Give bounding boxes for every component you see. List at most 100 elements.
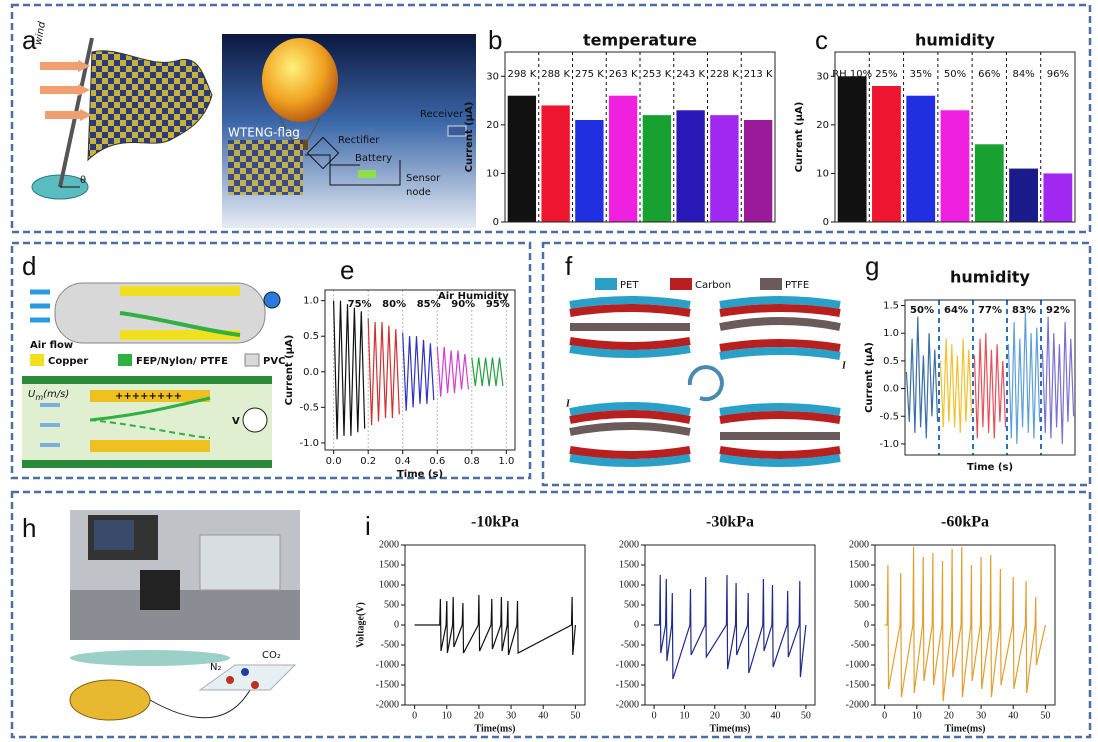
current-label: I xyxy=(565,398,571,409)
y-tick-label: -0.5 xyxy=(299,402,319,413)
y-tick-label: -500 xyxy=(381,639,399,650)
bar xyxy=(975,144,1004,222)
y-tick-label: 2000 xyxy=(849,539,869,550)
y-tick-label: -1.0 xyxy=(879,439,899,450)
category-label: 84% xyxy=(1012,69,1034,80)
panel-label: f xyxy=(565,251,573,281)
y-tick-label: 20 xyxy=(816,120,829,131)
series-line xyxy=(940,339,971,433)
y-tick-label: 30 xyxy=(486,71,499,82)
bar xyxy=(838,76,867,222)
x-tick-label: 50 xyxy=(570,710,580,721)
scene-text: Battery xyxy=(355,153,392,164)
chart-title: -30kPa xyxy=(706,514,754,531)
flag-illustration xyxy=(32,38,212,199)
y-tick-label: 1.5 xyxy=(883,301,899,312)
x-tick-label: 40 xyxy=(538,710,548,721)
x-tick-label: 20 xyxy=(710,710,720,721)
bar xyxy=(906,96,935,222)
legend-text: Copper xyxy=(48,356,88,367)
category-label: 66% xyxy=(978,69,1000,80)
panel-label: c xyxy=(815,25,828,55)
legend-text: Carbon xyxy=(695,280,731,291)
y-axis-label: Current (μA) xyxy=(864,342,875,413)
y-tick-label: 0.0 xyxy=(883,384,899,395)
x-tick-label: 10 xyxy=(912,710,922,721)
y-axis-label: Voltage(V) xyxy=(355,602,366,648)
scene-text: node xyxy=(406,187,431,198)
x-tick-label: 0.2 xyxy=(360,456,376,467)
y-tick-label: 1000 xyxy=(849,579,869,590)
series-line xyxy=(885,547,1046,701)
y-tick-label: -500 xyxy=(851,639,869,650)
series-line xyxy=(437,347,468,397)
category-label: 35% xyxy=(910,69,932,80)
bar xyxy=(744,120,772,222)
x-tick-label: 40 xyxy=(1008,710,1018,721)
x-tick-label: 0.8 xyxy=(464,456,480,467)
category-label: 213 K xyxy=(744,69,773,80)
series-line xyxy=(906,317,937,439)
y-tick-label: -0.5 xyxy=(879,411,899,422)
x-tick-label: 0 xyxy=(652,710,657,721)
y-tick-label: 0 xyxy=(493,217,499,228)
y-tick-label: 2000 xyxy=(619,539,639,550)
bar xyxy=(575,120,603,222)
y-tick-label: 500 xyxy=(854,599,869,610)
velocity-subscript: m xyxy=(35,393,43,402)
series-label: 50% xyxy=(910,305,934,316)
panel-label: e xyxy=(340,255,354,285)
diagram-text: Um(m/s) xyxy=(28,389,69,402)
category-label: 50% xyxy=(944,69,966,80)
series-line xyxy=(654,575,806,679)
chart-title: humidity xyxy=(950,268,1031,287)
y-tick-label: -2000 xyxy=(846,699,869,710)
x-tick-label: 1.0 xyxy=(498,456,514,467)
panel-label: i xyxy=(365,511,371,541)
y-tick-label: 1500 xyxy=(379,559,399,570)
y-tick-label: -1.0 xyxy=(299,438,319,449)
x-axis-label: Time(ms) xyxy=(475,723,516,734)
category-label: 228 K xyxy=(710,69,739,80)
category-label: 275 K xyxy=(575,69,604,80)
bar xyxy=(941,110,970,222)
series-label: 80% xyxy=(382,299,406,310)
category-label: 288 K xyxy=(541,69,570,80)
x-tick-label: 20 xyxy=(474,710,484,721)
y-tick-label: -1000 xyxy=(616,659,639,670)
y-tick-label: -2000 xyxy=(376,699,399,710)
y-axis-label: Current (μA) xyxy=(794,102,805,173)
legend-text: PET xyxy=(620,280,639,291)
y-axis-label: Current (μA) xyxy=(464,102,475,173)
series-line xyxy=(472,358,503,386)
x-tick-label: 50 xyxy=(1040,710,1050,721)
layers-illustration xyxy=(570,278,840,463)
y-tick-label: 1.0 xyxy=(303,296,319,307)
y-tick-label: -500 xyxy=(621,639,639,650)
y-axis-label: Current (μA) xyxy=(284,335,295,406)
figure: a wind θ WTENG-flag Rectifier Battery Re… xyxy=(0,0,1098,742)
chart-title: -60kPa xyxy=(941,514,989,531)
x-tick-label: 50 xyxy=(801,710,811,721)
diagram-text: N₂ xyxy=(210,662,222,673)
y-tick-label: 1500 xyxy=(619,559,639,570)
y-tick-label: 0 xyxy=(864,619,869,630)
y-tick-label: 500 xyxy=(384,599,399,610)
diagram-text: Air flow xyxy=(30,340,73,351)
series-line xyxy=(334,301,365,440)
y-tick-label: 0 xyxy=(394,619,399,630)
y-tick-label: 0.0 xyxy=(303,367,319,378)
bar xyxy=(872,86,901,222)
x-axis-label: Time (s) xyxy=(397,469,443,480)
angle-label: θ xyxy=(80,175,86,186)
x-tick-label: 0 xyxy=(882,710,887,721)
bar xyxy=(676,110,704,222)
y-tick-label: 1000 xyxy=(619,579,639,590)
x-tick-label: 30 xyxy=(740,710,750,721)
bar xyxy=(710,115,738,222)
chart-title: -10kPa xyxy=(471,514,519,531)
category-label: 253 K xyxy=(642,69,671,80)
y-tick-label: 1000 xyxy=(379,579,399,590)
tube-illustration xyxy=(22,283,280,468)
y-tick-label: -1000 xyxy=(846,659,869,670)
